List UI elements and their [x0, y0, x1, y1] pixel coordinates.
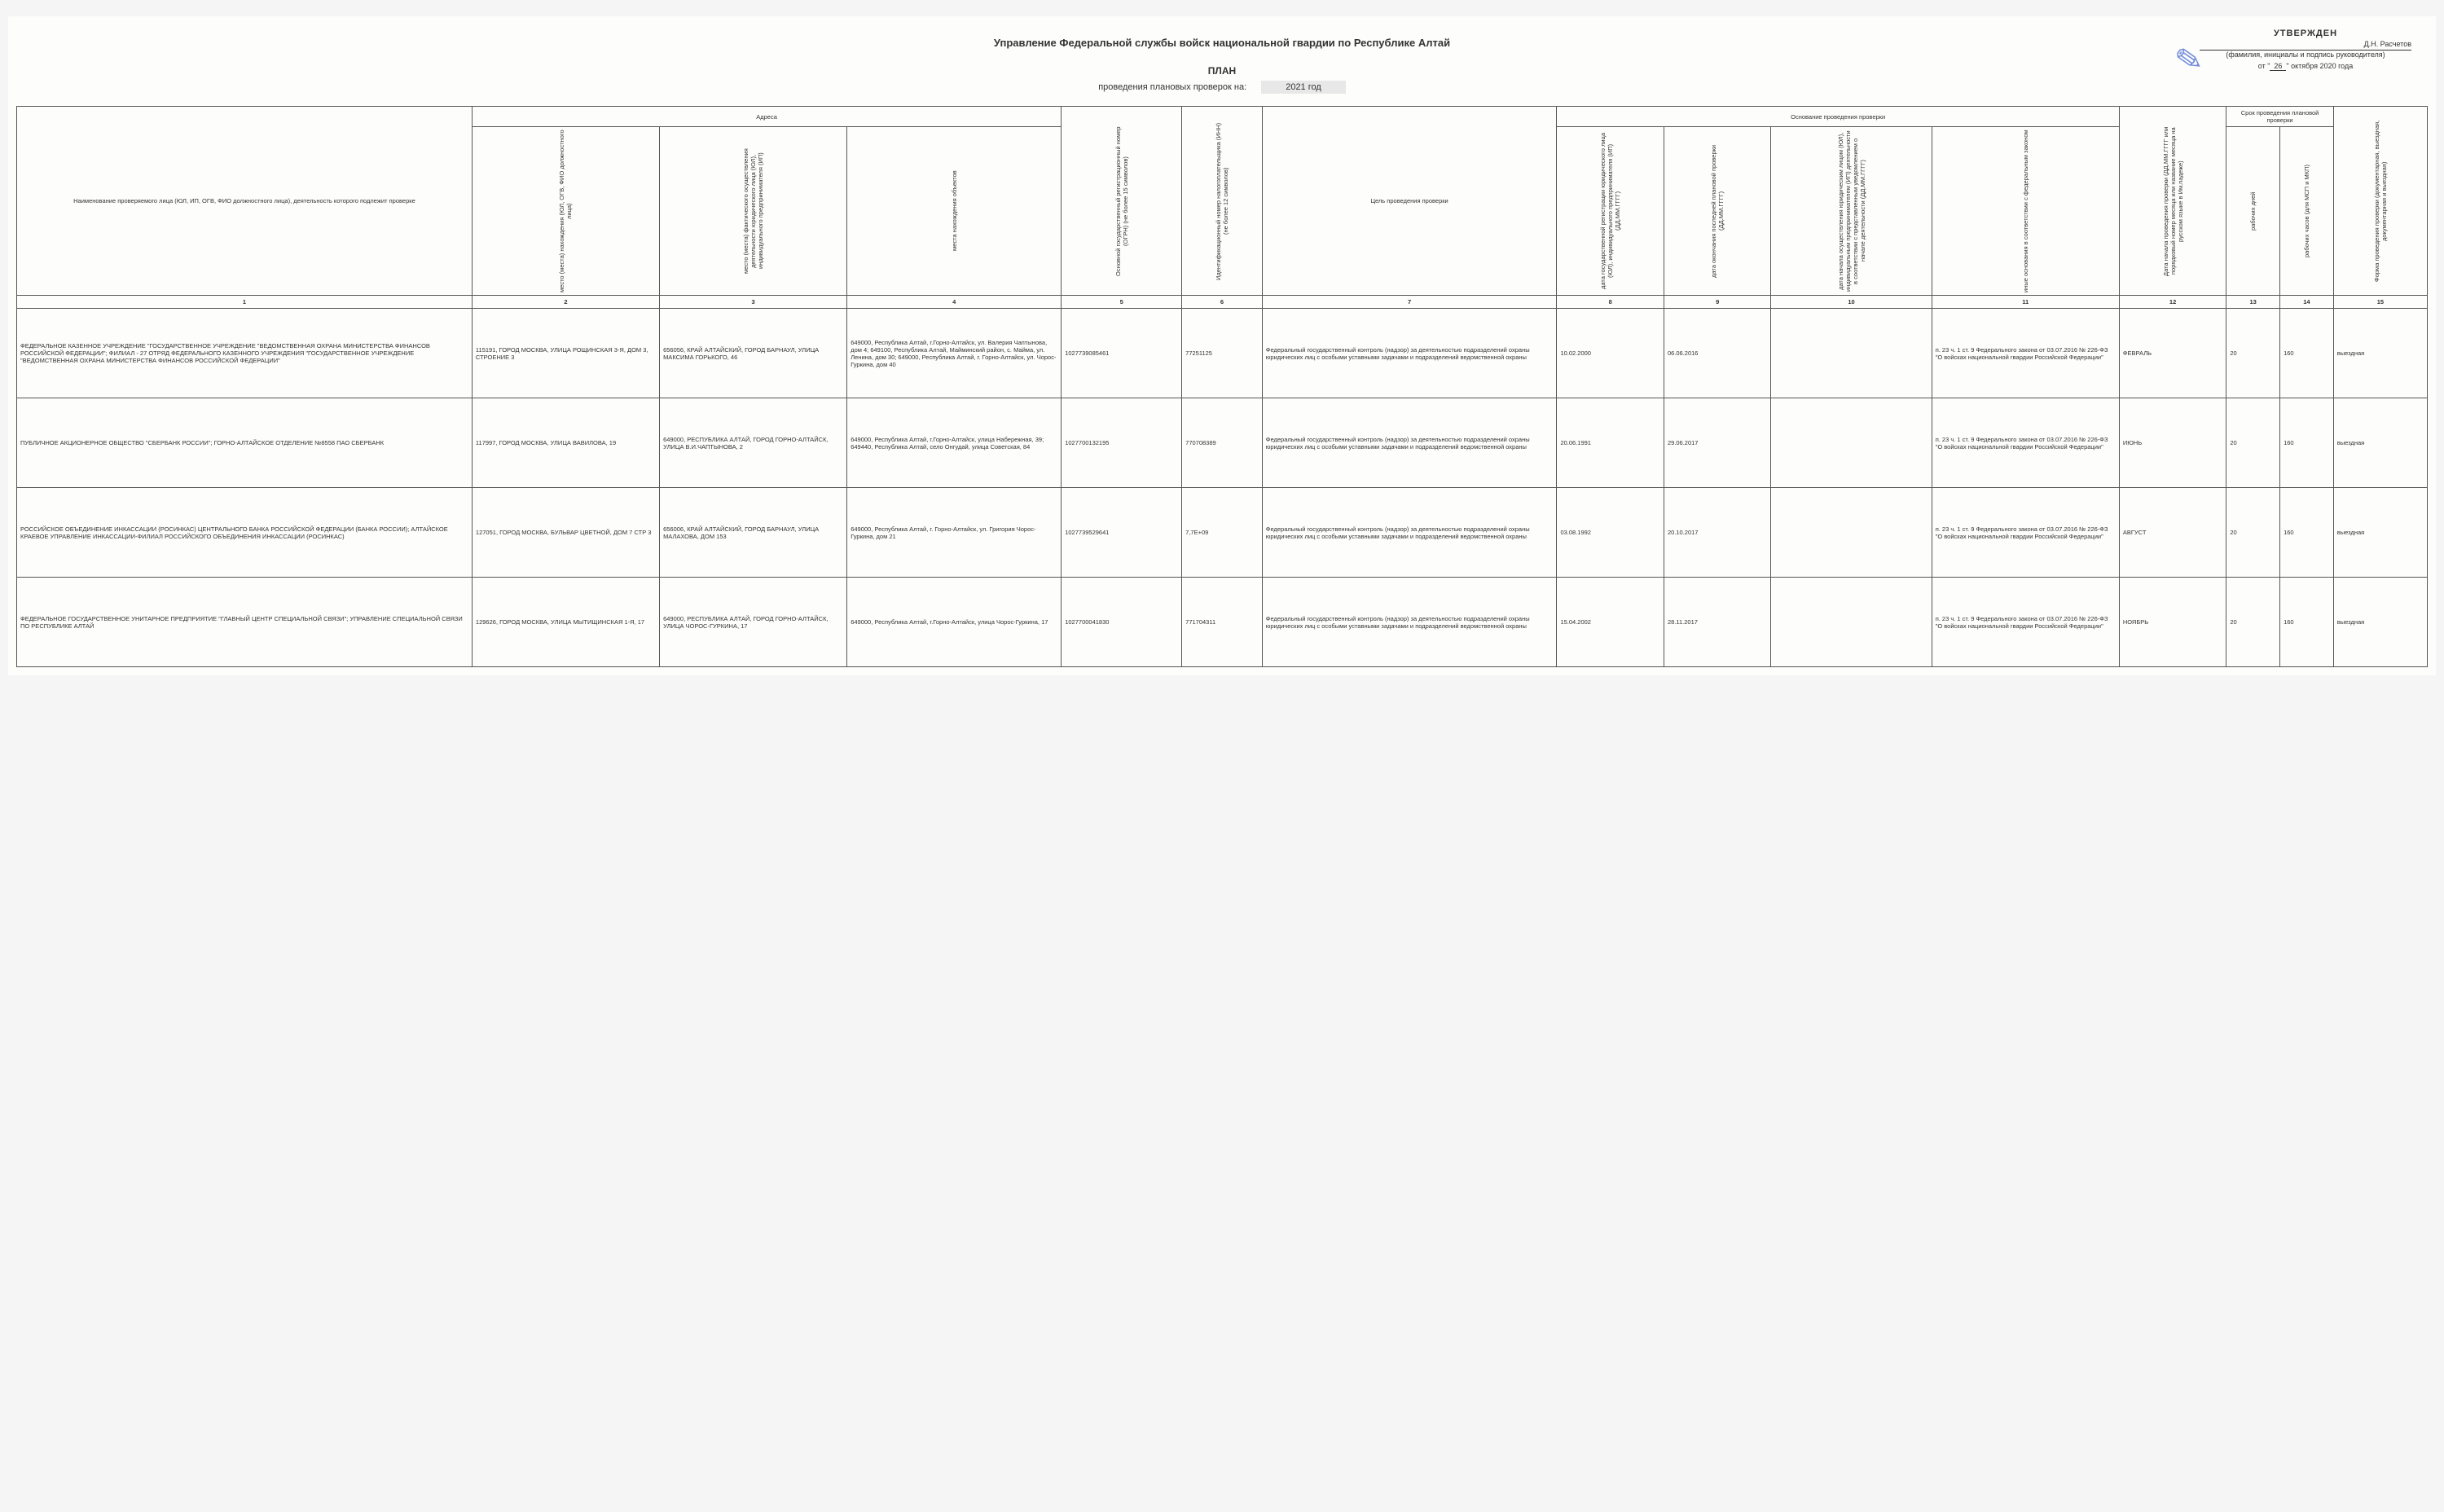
table-row: ПУБЛИЧНОЕ АКЦИОНЕРНОЕ ОБЩЕСТВО "СБЕРБАНК…	[17, 398, 2428, 488]
cell-c1: ФЕДЕРАЛЬНОЕ ГОСУДАРСТВЕННОЕ УНИТАРНОЕ ПР…	[17, 578, 473, 667]
th-ogrn: Основной государственный регистрационный…	[1062, 107, 1182, 296]
cell-c14: 160	[2280, 488, 2334, 578]
column-numbers-row: 1 2 3 4 5 6 7 8 9 10 11 12 13 14 15	[17, 296, 2428, 309]
cell-c13: 20	[2226, 309, 2280, 398]
cell-c13: 20	[2226, 578, 2280, 667]
inspections-table: Наименование проверяемого лица (ЮЛ, ИП, …	[16, 106, 2428, 667]
cell-c11: п. 23 ч. 1 ст. 9 Федерального закона от …	[1932, 309, 2119, 398]
cell-c14: 160	[2280, 309, 2334, 398]
cell-c9: 29.06.2017	[1664, 398, 1771, 488]
cell-c5: 1027739085461	[1062, 309, 1182, 398]
th-basis-group: Основание проведения проверки	[1557, 107, 2119, 127]
cell-c10	[1771, 488, 1932, 578]
th-form: Форма проведения проверки (документарная…	[2333, 107, 2427, 296]
date-suffix: " октября 2020 года	[2286, 62, 2353, 70]
th-otherbasis: иные основания в соответствии с федераль…	[1932, 127, 2119, 296]
cell-c1: ФЕДЕРАЛЬНОЕ КАЗЕННОЕ УЧРЕЖДЕНИЕ "ГОСУДАР…	[17, 309, 473, 398]
cell-c5: 1027700132195	[1062, 398, 1182, 488]
cell-c15: выездная	[2333, 309, 2427, 398]
table-row: РОССИЙСКОЕ ОБЪЕДИНЕНИЕ ИНКАССАЦИИ (РОСИН…	[17, 488, 2428, 578]
th-days: рабочих дней	[2226, 127, 2280, 296]
cell-c2: 117997, ГОРОД МОСКВА, УЛИЦА ВАВИЛОВА, 19	[472, 398, 659, 488]
cell-c7: Федеральный государственный контроль (на…	[1262, 309, 1557, 398]
sub-label: проведения плановых проверок на:	[1098, 82, 1246, 92]
cell-c11: п. 23 ч. 1 ст. 9 Федерального закона от …	[1932, 578, 2119, 667]
th-activitystart: дата начала осуществления юридическим ли…	[1771, 127, 1932, 296]
cell-c9: 06.06.2016	[1664, 309, 1771, 398]
cell-c3: 649000, РЕСПУБЛИКА АЛТАЙ, ГОРОД ГОРНО-АЛ…	[660, 398, 847, 488]
cell-c1: ПУБЛИЧНОЕ АКЦИОНЕРНОЕ ОБЩЕСТВО "СБЕРБАНК…	[17, 398, 473, 488]
approved-label: УТВЕРЖДЕН	[2200, 29, 2411, 38]
cell-c12: АВГУСТ	[2119, 488, 2226, 578]
plan-label: ПЛАН	[16, 65, 2428, 77]
plan-year: 2021 год	[1261, 81, 1346, 94]
cell-c2: 115191, ГОРОД МОСКВА, УЛИЦА РОЩИНСКАЯ 3-…	[472, 309, 659, 398]
signer-name: Д.Н. Расчетов	[2200, 40, 2411, 48]
th-duration-group: Срок проведения плановой проверки	[2226, 107, 2333, 127]
org-title: Управление Федеральной службы войск наци…	[16, 37, 2428, 49]
cell-c11: п. 23 ч. 1 ст. 9 Федерального закона от …	[1932, 398, 2119, 488]
cell-c15: выездная	[2333, 398, 2427, 488]
date-day: 26	[2270, 62, 2286, 71]
th-hours: рабочих часов (для МСП и МКП)	[2280, 127, 2334, 296]
table-row: ФЕДЕРАЛЬНОЕ КАЗЕННОЕ УЧРЕЖДЕНИЕ "ГОСУДАР…	[17, 309, 2428, 398]
th-loc-actual: место (места) фактического осуществления…	[660, 127, 847, 296]
document-page: ✎ УТВЕРЖДЕН Д.Н. Расчетов (фамилия, иниц…	[8, 16, 2436, 675]
th-loc-legal: место (места) нахождения (ЮЛ, ОГВ, ФИО д…	[472, 127, 659, 296]
cell-c15: выездная	[2333, 578, 2427, 667]
cell-c7: Федеральный государственный контроль (на…	[1262, 488, 1557, 578]
th-purpose: Цель проведения проверки	[1262, 107, 1557, 296]
cell-c4: 649000, Республика Алтай, г.Горно-Алтайс…	[847, 578, 1062, 667]
cell-c15: выездная	[2333, 488, 2427, 578]
cell-c14: 160	[2280, 398, 2334, 488]
cell-c4: 649000, Республика Алтай, г.Горно-Алтайс…	[847, 309, 1062, 398]
cell-c8: 03.08.1992	[1557, 488, 1664, 578]
th-name: Наименование проверяемого лица (ЮЛ, ИП, …	[17, 107, 473, 296]
cell-c6: 771704311	[1182, 578, 1263, 667]
cell-c12: НОЯБРЬ	[2119, 578, 2226, 667]
cell-c3: 656056, КРАЙ АЛТАЙСКИЙ, ГОРОД БАРНАУЛ, У…	[660, 309, 847, 398]
cell-c8: 20.06.1991	[1557, 398, 1664, 488]
cell-c14: 160	[2280, 578, 2334, 667]
approval-block: ✎ УТВЕРЖДЕН Д.Н. Расчетов (фамилия, иниц…	[2200, 29, 2411, 71]
cell-c3: 656006, КРАЙ АЛТАЙСКИЙ, ГОРОД БАРНАУЛ, У…	[660, 488, 847, 578]
table-row: ФЕДЕРАЛЬНОЕ ГОСУДАРСТВЕННОЕ УНИТАРНОЕ ПР…	[17, 578, 2428, 667]
cell-c7: Федеральный государственный контроль (на…	[1262, 578, 1557, 667]
cell-c2: 129626, ГОРОД МОСКВА, УЛИЦА МЫТИЩИНСКАЯ …	[472, 578, 659, 667]
th-addresses-group: Адреса	[472, 107, 1061, 127]
cell-c6: 770708389	[1182, 398, 1263, 488]
cell-c10	[1771, 309, 1932, 398]
cell-c5: 1027700041830	[1062, 578, 1182, 667]
cell-c3: 649000, РЕСПУБЛИКА АЛТАЙ, ГОРОД ГОРНО-АЛ…	[660, 578, 847, 667]
cell-c6: 7,7E+09	[1182, 488, 1263, 578]
th-regdate: дата государственной регистрации юридиче…	[1557, 127, 1664, 296]
approval-date: от "26" октября 2020 года	[2200, 62, 2411, 71]
cell-c5: 1027739529641	[1062, 488, 1182, 578]
cell-c10	[1771, 398, 1932, 488]
cell-c9: 28.11.2017	[1664, 578, 1771, 667]
cell-c1: РОССИЙСКОЕ ОБЪЕДИНЕНИЕ ИНКАССАЦИИ (РОСИН…	[17, 488, 473, 578]
cell-c12: ИЮНЬ	[2119, 398, 2226, 488]
cell-c6: 77251125	[1182, 309, 1263, 398]
cell-c8: 10.02.2000	[1557, 309, 1664, 398]
plan-subheader: проведения плановых проверок на: 2021 го…	[16, 81, 2428, 94]
th-loc-objects: места нахождения объектов	[847, 127, 1062, 296]
cell-c2: 127051, ГОРОД МОСКВА, БУЛЬВАР ЦВЕТНОЙ, Д…	[472, 488, 659, 578]
th-lastcheck: дата окончания последней плановой провер…	[1664, 127, 1771, 296]
cell-c7: Федеральный государственный контроль (на…	[1262, 398, 1557, 488]
cell-c9: 20.10.2017	[1664, 488, 1771, 578]
date-prefix: от "	[2258, 62, 2270, 70]
signer-caption: (фамилия, инициалы и подпись руководител…	[2200, 50, 2411, 59]
cell-c4: 649000, Республика Алтай, г.Горно-Алтайс…	[847, 398, 1062, 488]
cell-c11: п. 23 ч. 1 ст. 9 Федерального закона от …	[1932, 488, 2119, 578]
cell-c13: 20	[2226, 488, 2280, 578]
cell-c12: ФЕВРАЛЬ	[2119, 309, 2226, 398]
cell-c8: 15.04.2002	[1557, 578, 1664, 667]
cell-c13: 20	[2226, 398, 2280, 488]
th-inn: Идентификационный номер налогоплательщик…	[1182, 107, 1263, 296]
cell-c4: 649000, Республика Алтай, г. Горно-Алтай…	[847, 488, 1062, 578]
th-startdate: Дата начала проведения проверки (ДД.ММ.Г…	[2119, 107, 2226, 296]
cell-c10	[1771, 578, 1932, 667]
